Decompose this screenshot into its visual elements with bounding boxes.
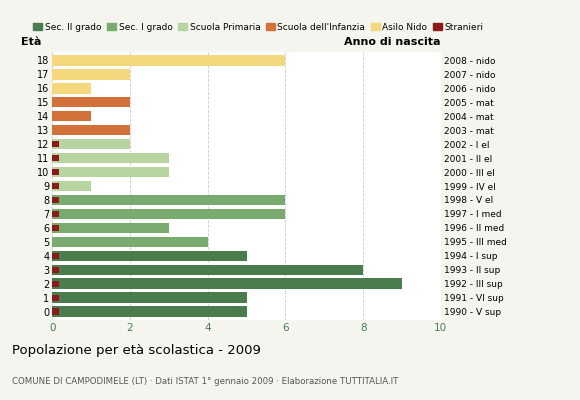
Bar (52, 97, 130, 108)
Bar (52, 169, 59, 175)
Bar (52, 155, 59, 161)
Text: Età: Età (21, 37, 42, 47)
Bar (52, 125, 130, 136)
Legend: Sec. II grado, Sec. I grado, Scuola Primaria, Scuola dell'Infanzia, Asilo Nido, : Sec. II grado, Sec. I grado, Scuola Prim… (30, 19, 487, 35)
Bar (52, 294, 59, 301)
Bar (52, 181, 91, 191)
Bar (52, 292, 246, 303)
Bar (52, 167, 169, 177)
Bar (52, 183, 59, 189)
Bar (52, 197, 59, 203)
Bar (52, 195, 285, 205)
Bar (52, 209, 285, 219)
Bar (52, 69, 130, 80)
Text: Anno di nascita: Anno di nascita (345, 37, 441, 47)
Bar (52, 141, 59, 147)
Bar (52, 153, 169, 163)
Bar (52, 83, 91, 94)
Bar (52, 225, 59, 231)
Bar (52, 280, 59, 287)
Bar (52, 264, 363, 275)
Bar (52, 267, 59, 273)
Text: Popolazione per età scolastica - 2009: Popolazione per età scolastica - 2009 (12, 344, 260, 357)
Bar (52, 211, 59, 217)
Text: COMUNE DI CAMPODIMELE (LT) · Dati ISTAT 1° gennaio 2009 · Elaborazione TUTTITALI: COMUNE DI CAMPODIMELE (LT) · Dati ISTAT … (12, 377, 398, 386)
Bar (52, 223, 169, 233)
Bar (52, 55, 285, 66)
Bar (52, 253, 59, 259)
Bar (52, 278, 402, 289)
Bar (52, 250, 246, 261)
Bar (52, 308, 59, 315)
Bar (52, 139, 130, 149)
Bar (52, 111, 91, 122)
Bar (52, 236, 208, 247)
Bar (52, 306, 246, 317)
